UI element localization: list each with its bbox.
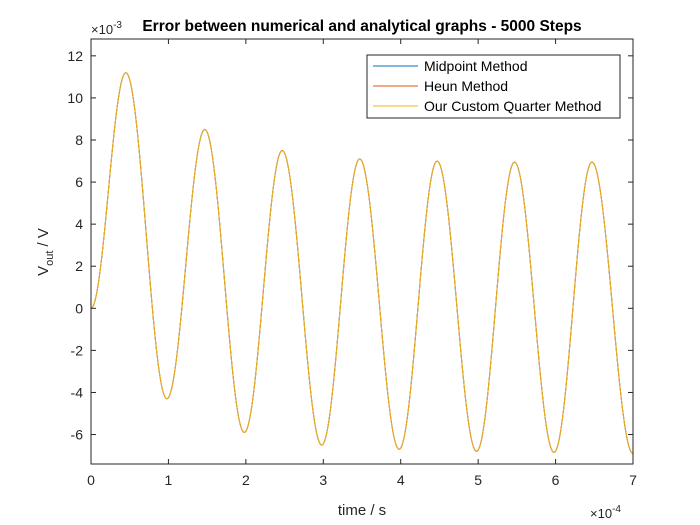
y-tick-label: 2 <box>75 258 83 274</box>
legend-label: Our Custom Quarter Method <box>424 98 601 114</box>
x-tick-label: 0 <box>87 472 95 488</box>
y-tick-label: 10 <box>67 90 83 106</box>
x-tick-label: 4 <box>397 472 405 488</box>
chart-title: Error between numerical and analytical g… <box>142 18 581 35</box>
x-tick-label: 2 <box>242 472 250 488</box>
y-tick-label: -4 <box>71 384 84 400</box>
x-exponent-power: -4 <box>612 504 621 515</box>
x-tick-label: 1 <box>165 472 173 488</box>
x-exponent-base: ×10 <box>590 506 612 521</box>
y-tick-label: -6 <box>71 427 84 443</box>
legend-label: Midpoint Method <box>424 58 528 74</box>
x-tick-label: 6 <box>552 472 560 488</box>
x-tick-label: 5 <box>474 472 482 488</box>
y-exponent-power: -3 <box>113 20 122 31</box>
y-tick-label: -2 <box>71 342 84 358</box>
y-label-main: V <box>35 266 52 276</box>
x-axis-label: time / s <box>338 502 386 519</box>
legend: Midpoint Method Heun Method Our Custom Qua… <box>367 55 620 118</box>
y-tick-label: 12 <box>67 48 83 64</box>
y-exponent-base: ×10 <box>91 22 113 37</box>
y-tick-label: 4 <box>75 216 83 232</box>
y-tick-label: 8 <box>75 132 83 148</box>
y-tick-label: 6 <box>75 174 83 190</box>
legend-label: Heun Method <box>424 78 508 94</box>
y-tick-label: 0 <box>75 300 83 316</box>
x-tick-label: 3 <box>319 472 327 488</box>
x-tick-label: 7 <box>629 472 637 488</box>
y-label-suffix: / V <box>35 228 52 251</box>
y-label-subscript: out <box>44 251 56 266</box>
